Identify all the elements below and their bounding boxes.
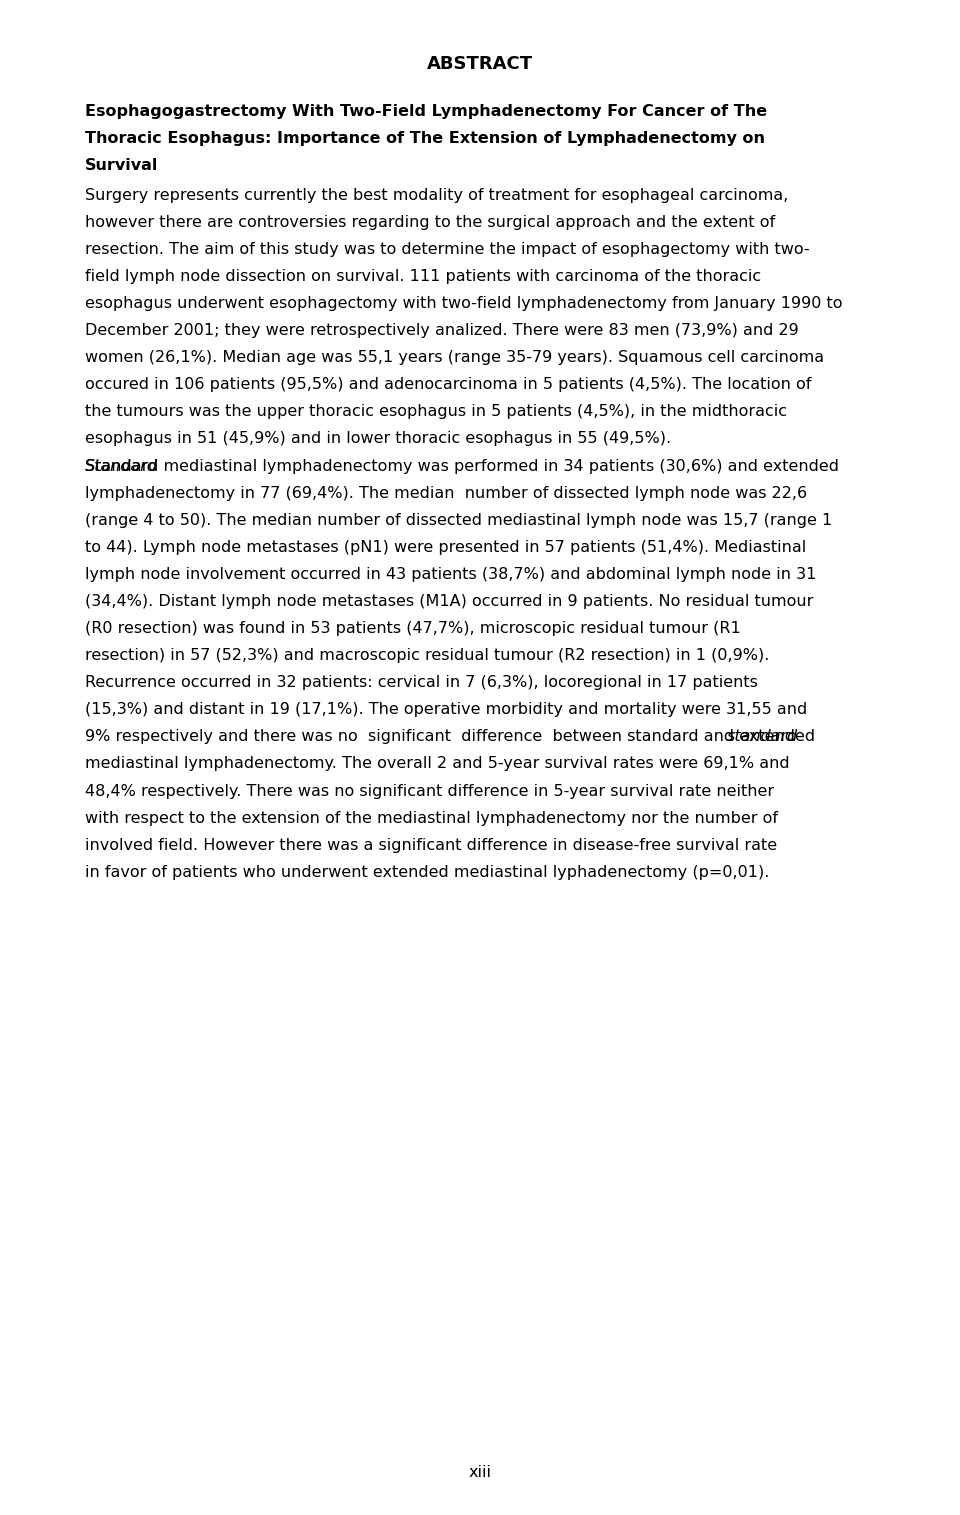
Text: mediastinal lymphadenectomy. The overall 2 and 5-year survival rates were 69,1% : mediastinal lymphadenectomy. The overall… (85, 756, 790, 771)
Text: Thoracic Esophagus: Importance of The Extension of Lymphadenectomy on: Thoracic Esophagus: Importance of The Ex… (85, 130, 765, 145)
Text: ABSTRACT: ABSTRACT (427, 55, 533, 73)
Text: Surgery represents currently the best modality of treatment for esophageal carci: Surgery represents currently the best mo… (85, 188, 788, 203)
Text: resection. The aim of this study was to determine the impact of esophagectomy wi: resection. The aim of this study was to … (85, 242, 809, 258)
Text: to 44). Lymph node metastases (pN1) were presented in 57 patients (51,4%). Media: to 44). Lymph node metastases (pN1) were… (85, 539, 806, 554)
Text: resection) in 57 (52,3%) and macroscopic residual tumour (R2 resection) in 1 (0,: resection) in 57 (52,3%) and macroscopic… (85, 648, 769, 664)
Text: lymph node involvement occurred in 43 patients (38,7%) and abdominal lymph node : lymph node involvement occurred in 43 pa… (85, 567, 816, 582)
Text: lymphadenectomy in 77 (69,4%). The median  number of dissected lymph node was 22: lymphadenectomy in 77 (69,4%). The media… (85, 486, 807, 500)
Text: women (26,1%). Median age was 55,1 years (range 35-79 years). Squamous cell carc: women (26,1%). Median age was 55,1 years… (85, 350, 824, 365)
Text: December 2001; they were retrospectively analized. There were 83 men (73,9%) and: December 2001; they were retrospectively… (85, 323, 799, 338)
Text: (34,4%). Distant lymph node metastases (M1A) occurred in 9 patients. No residual: (34,4%). Distant lymph node metastases (… (85, 594, 813, 609)
Text: (15,3%) and distant in 19 (17,1%). The operative morbidity and mortality were 31: (15,3%) and distant in 19 (17,1%). The o… (85, 703, 807, 717)
Text: (range 4 to 50). The median number of dissected mediastinal lymph node was 15,7 : (range 4 to 50). The median number of di… (85, 512, 832, 527)
Text: however there are controversies regarding to the surgical approach and the exten: however there are controversies regardin… (85, 215, 775, 230)
Text: Standard mediastinal lymphadenectomy was performed in 34 patients (30,6%) and ex: Standard mediastinal lymphadenectomy was… (85, 459, 839, 474)
Text: involved field. However there was a significant difference in disease-free survi: involved field. However there was a sign… (85, 838, 778, 853)
Text: Esophagogastrectomy With Two-Field Lymphadenectomy For Cancer of The: Esophagogastrectomy With Two-Field Lymph… (85, 103, 767, 118)
Text: (R0 resection) was found in 53 patients (47,7%), microscopic residual tumour (R1: (R0 resection) was found in 53 patients … (85, 621, 741, 636)
Text: the tumours was the upper thoracic esophagus in 5 patients (4,5%), in the midtho: the tumours was the upper thoracic esoph… (85, 405, 787, 420)
Text: field lymph node dissection on survival. 111 patients with carcinoma of the thor: field lymph node dissection on survival.… (85, 270, 761, 283)
Text: standard: standard (727, 729, 798, 744)
Text: 48,4% respectively. There was no significant difference in 5-year survival rate : 48,4% respectively. There was no signifi… (85, 783, 774, 798)
Text: Survival: Survival (85, 158, 158, 173)
Text: Recurrence occurred in 32 patients: cervical in 7 (6,3%), locoregional in 17 pat: Recurrence occurred in 32 patients: cerv… (85, 676, 757, 691)
Text: esophagus underwent esophagectomy with two-field lymphadenectomy from January 19: esophagus underwent esophagectomy with t… (85, 295, 843, 311)
Text: esophagus in 51 (45,9%) and in lower thoracic esophagus in 55 (49,5%).: esophagus in 51 (45,9%) and in lower tho… (85, 432, 671, 447)
Text: Standard: Standard (85, 459, 157, 474)
Text: in favor of patients who underwent extended mediastinal lyphadenectomy (p=0,01).: in favor of patients who underwent exten… (85, 865, 769, 880)
Text: xiii: xiii (468, 1465, 492, 1480)
Text: 9% respectively and there was no  significant  difference  between standard and : 9% respectively and there was no signifi… (85, 729, 815, 744)
Text: occured in 106 patients (95,5%) and adenocarcinoma in 5 patients (4,5%). The loc: occured in 106 patients (95,5%) and aden… (85, 377, 811, 392)
Text: with respect to the extension of the mediastinal lymphadenectomy nor the number : with respect to the extension of the med… (85, 811, 778, 826)
